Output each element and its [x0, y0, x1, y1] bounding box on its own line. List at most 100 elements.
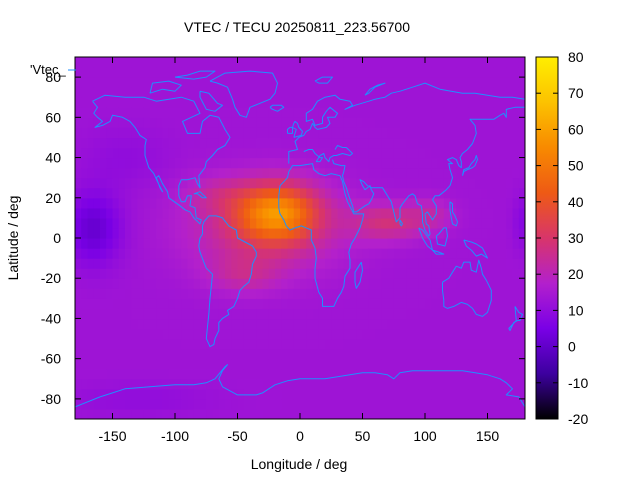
heat-cell [256, 248, 264, 259]
heat-cell [187, 298, 195, 309]
heat-cell [137, 57, 145, 68]
heat-cell [462, 288, 470, 299]
heat-cell [268, 207, 276, 219]
heat-cell [456, 268, 464, 279]
heat-cell [362, 388, 370, 400]
heat-cell [418, 238, 426, 249]
heat-cell [225, 298, 232, 309]
heat-cell [300, 217, 307, 229]
heat-cell [256, 298, 264, 309]
heat-cell [200, 57, 207, 68]
heat-cell [175, 328, 182, 340]
heat-cell [512, 238, 520, 249]
heat-cell [281, 97, 289, 108]
heat-cell [468, 97, 476, 108]
heat-cell [356, 238, 364, 249]
heat-cell [225, 127, 232, 139]
heat-cell [181, 328, 189, 340]
heat-cell [206, 57, 214, 68]
heat-cell [406, 298, 414, 309]
heat-cell [287, 147, 295, 159]
heat-cell [418, 328, 426, 340]
coastline-baffin [199, 90, 223, 112]
heat-cell [437, 97, 445, 108]
heat-cell [75, 117, 82, 128]
heat-cell [437, 338, 445, 350]
x-axis-label: Longitude / deg [251, 456, 348, 472]
heat-cell [212, 137, 220, 149]
heat-cell [175, 338, 182, 350]
heat-cell [75, 207, 82, 219]
heat-cell [212, 298, 220, 309]
heat-cell [231, 137, 239, 149]
heat-cell [268, 288, 276, 299]
heat-cell [518, 197, 525, 209]
heat-cell [443, 107, 451, 118]
heat-cell [262, 167, 270, 179]
heat-cell [312, 207, 320, 219]
heat-cell [143, 368, 151, 380]
heat-cell [518, 77, 525, 88]
heat-cell [475, 127, 482, 139]
heat-cell [450, 298, 457, 309]
heat-cell [87, 67, 95, 78]
heat-cell [256, 137, 264, 149]
heat-cell [387, 67, 395, 78]
heat-cell [462, 398, 470, 410]
heat-cell [437, 197, 445, 209]
heat-cell [312, 107, 320, 118]
heat-cell [193, 207, 201, 219]
heat-cell [343, 388, 351, 400]
heat-cell [387, 227, 395, 239]
coastline-asia [332, 106, 525, 237]
heat-cell [106, 298, 114, 309]
heat-cell [506, 217, 514, 229]
heat-cell [387, 388, 395, 400]
heat-cell [518, 67, 525, 78]
heat-cell [187, 87, 195, 98]
heat-cell [418, 97, 426, 108]
heat-cell [387, 157, 395, 169]
heat-cell [243, 77, 251, 88]
heat-cell [300, 258, 307, 269]
heat-cell [481, 227, 489, 239]
heat-cell [75, 147, 82, 159]
heat-cell [268, 338, 276, 350]
heat-cell [175, 268, 182, 279]
heat-cell [381, 97, 389, 108]
heat-cell [231, 248, 239, 259]
heat-cell [100, 288, 107, 299]
heat-cell [293, 97, 301, 108]
heat-cell [300, 398, 307, 410]
heat-cell [406, 87, 414, 98]
heat-cell [312, 408, 320, 419]
heat-cell [306, 408, 314, 419]
heat-cell [318, 288, 326, 299]
heat-cell [481, 77, 489, 88]
heat-cell [218, 258, 226, 269]
heat-cell [93, 238, 101, 249]
heat-cell [175, 278, 182, 289]
heat-cell [118, 77, 126, 88]
heat-cell [125, 338, 132, 350]
heat-cell [500, 408, 507, 419]
heat-cell [125, 157, 132, 169]
heat-cell [193, 338, 201, 350]
heat-cell [343, 368, 351, 380]
heat-cell [75, 398, 82, 410]
heat-cell [475, 238, 482, 249]
heat-cell [475, 177, 482, 189]
heat-cell [387, 358, 395, 370]
heat-cell [356, 77, 364, 88]
heat-cell [112, 67, 120, 78]
heat-cell [443, 398, 451, 410]
heat-cell [362, 167, 370, 179]
colorbar-tick-label: 40 [568, 194, 584, 210]
heat-cell [100, 147, 107, 159]
heat-cell [362, 177, 370, 189]
heat-cell [437, 258, 445, 269]
heat-cell [231, 368, 239, 380]
heat-cell [168, 338, 176, 350]
heat-cell [412, 177, 420, 189]
heat-cell [206, 127, 214, 139]
